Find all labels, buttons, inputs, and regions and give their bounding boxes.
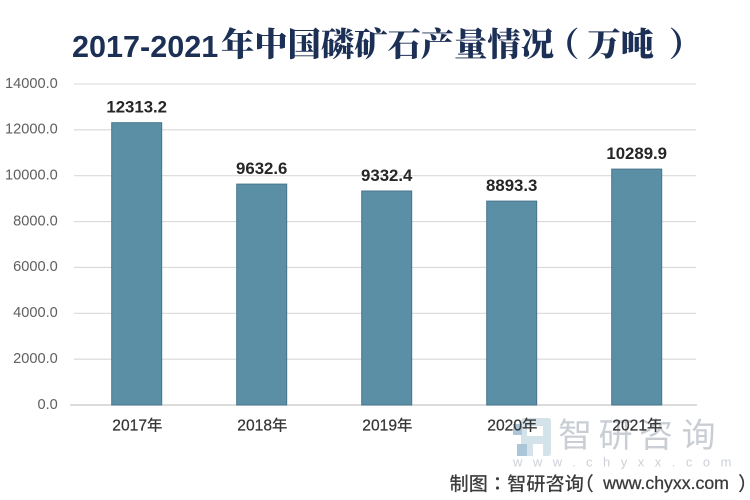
svg-text:10000.0: 10000.0 xyxy=(5,168,58,184)
svg-text:9632.6: 9632.6 xyxy=(236,159,287,178)
svg-text:2017: 2017 xyxy=(112,418,147,435)
svg-text:12313.2: 12313.2 xyxy=(106,98,167,117)
svg-text:14000.0: 14000.0 xyxy=(5,76,58,92)
svg-text:8893.3: 8893.3 xyxy=(486,176,537,195)
svg-text:2000.0: 2000.0 xyxy=(13,351,58,367)
svg-text:2018: 2018 xyxy=(237,418,272,435)
svg-text:2017-2021: 2017-2021 xyxy=(72,30,218,64)
svg-text:6000.0: 6000.0 xyxy=(13,259,58,275)
svg-text:4000.0: 4000.0 xyxy=(13,305,58,321)
svg-text:2019: 2019 xyxy=(362,418,397,435)
svg-text:www.chyxx.com: www.chyxx.com xyxy=(512,455,742,470)
svg-text:www.chyxx.com: www.chyxx.com xyxy=(602,473,729,493)
svg-text:12000.0: 12000.0 xyxy=(5,122,58,138)
svg-text:0.0: 0.0 xyxy=(38,397,58,413)
svg-text:9332.4: 9332.4 xyxy=(361,166,413,185)
svg-text:2021: 2021 xyxy=(612,418,647,435)
svg-text:2020: 2020 xyxy=(487,418,522,435)
svg-text:8000.0: 8000.0 xyxy=(13,213,58,229)
svg-text:10289.9: 10289.9 xyxy=(606,144,667,163)
